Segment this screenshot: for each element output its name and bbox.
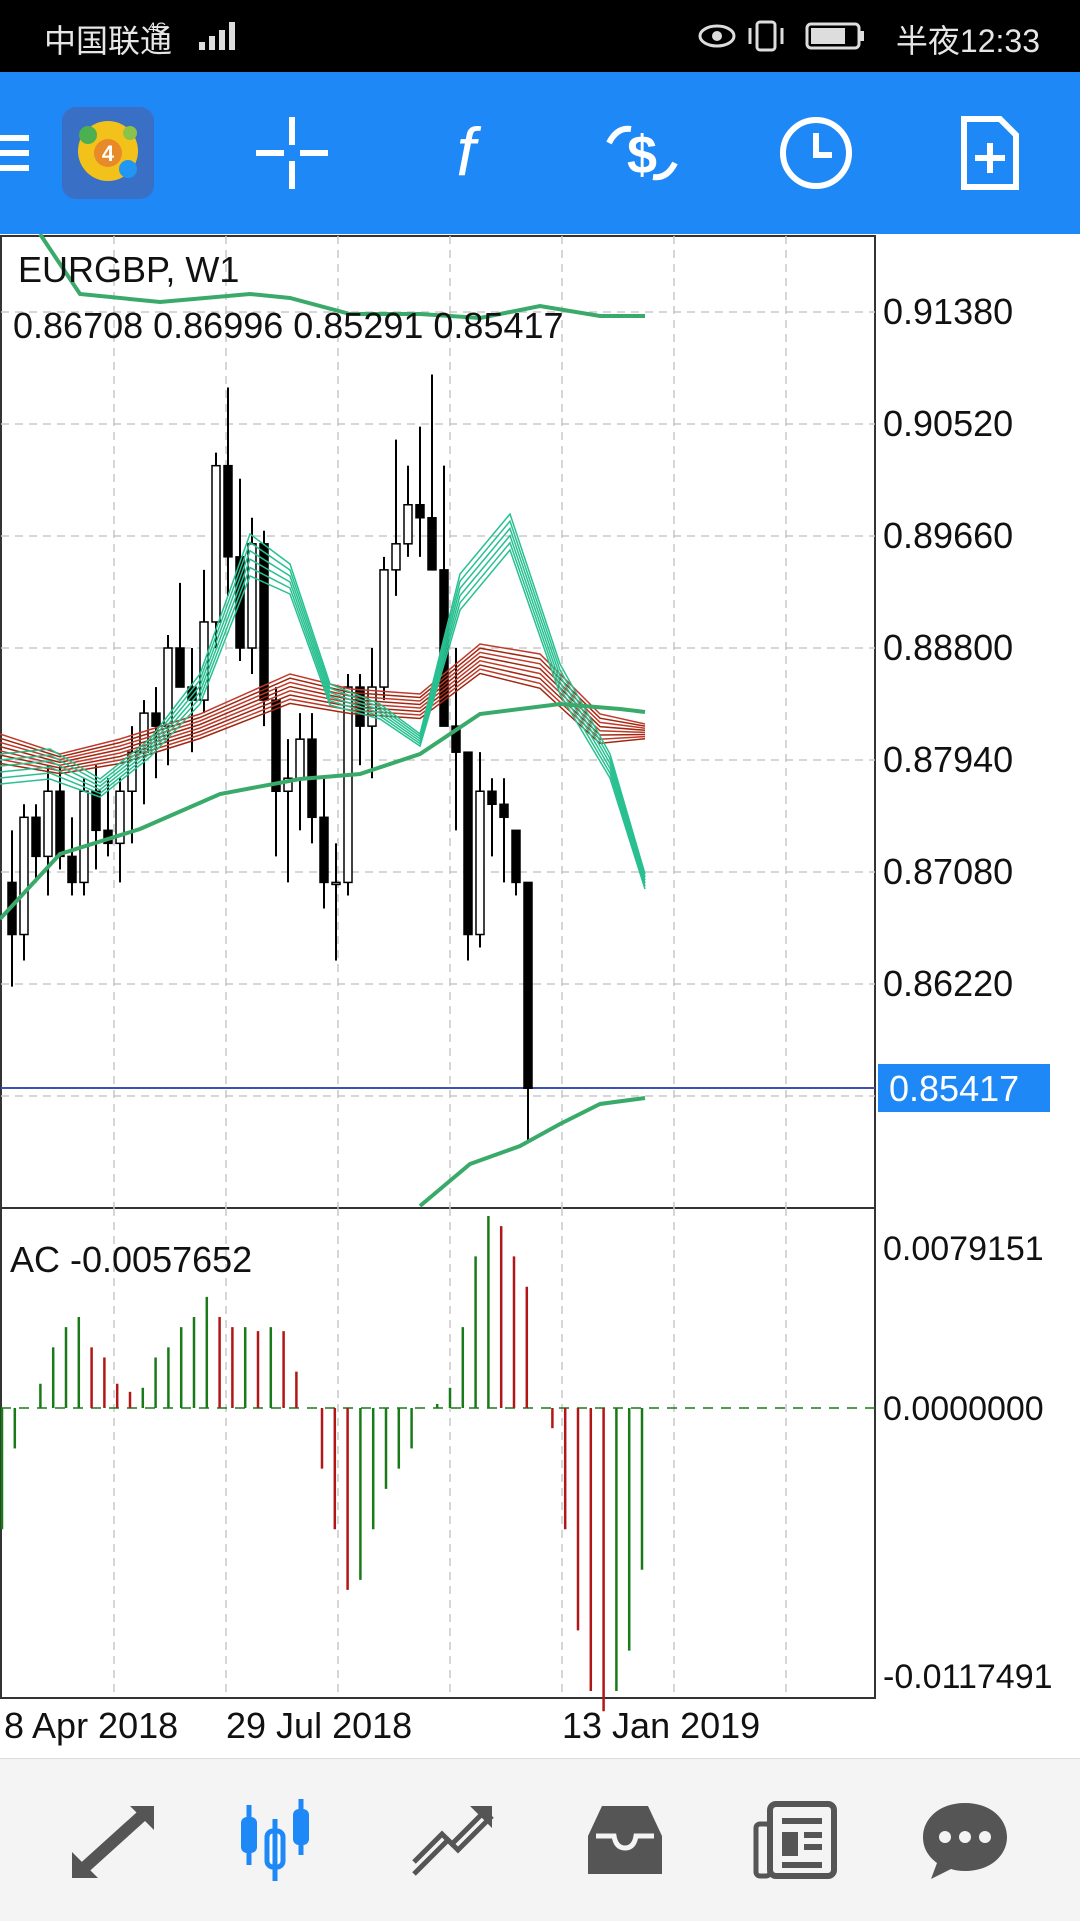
candle-body xyxy=(187,686,197,701)
fast-ma-line xyxy=(0,534,646,884)
candle-body xyxy=(391,543,401,571)
clock-icon[interactable] xyxy=(756,72,876,234)
indicator-axis-label: -0.0117491 xyxy=(883,1658,1053,1696)
quotes-icon[interactable] xyxy=(48,1759,178,1921)
candle-body xyxy=(223,464,233,558)
crosshair-icon[interactable] xyxy=(232,72,352,234)
candle-body xyxy=(427,517,437,571)
slow-ma-line xyxy=(0,672,646,775)
candle-body xyxy=(379,569,389,688)
eye-icon xyxy=(698,24,736,48)
candle-body xyxy=(511,829,521,884)
candle-body xyxy=(163,647,173,727)
candle-body xyxy=(463,751,473,936)
chart-icon[interactable] xyxy=(218,1759,348,1921)
svg-text:4: 4 xyxy=(102,141,115,166)
indicator-axis-label: 0.0000000 xyxy=(883,1390,1044,1428)
candle-body xyxy=(211,464,221,623)
candle-body xyxy=(403,503,413,545)
price-axis-label: 0.87940 xyxy=(883,739,1013,780)
network-type: 4G xyxy=(148,19,167,35)
price-axis-label: 0.86220 xyxy=(883,963,1013,1004)
candle-body xyxy=(283,777,293,793)
candle-body xyxy=(343,686,353,884)
menu-icon[interactable] xyxy=(0,72,60,234)
new-order-icon[interactable] xyxy=(930,72,1050,234)
candle-body xyxy=(475,790,485,936)
candle-body xyxy=(331,881,341,886)
candle-body xyxy=(115,790,125,845)
vibrate-icon xyxy=(748,20,784,52)
candle-body xyxy=(79,790,89,884)
candle-body xyxy=(43,790,53,858)
chat-icon[interactable] xyxy=(900,1759,1030,1921)
price-axis-label: 0.88800 xyxy=(883,627,1013,668)
candle-body xyxy=(67,855,77,884)
status-icons xyxy=(698,20,864,52)
fast-ma-line xyxy=(0,512,646,875)
candle-body xyxy=(487,790,497,806)
price-axis-label: 0.89660 xyxy=(883,515,1013,556)
indicators-f-icon[interactable]: f xyxy=(406,72,526,234)
clock-time: 半夜12:33 xyxy=(895,23,1040,59)
bottom-navigation xyxy=(0,1758,1080,1921)
indicator-panel-frame xyxy=(0,1207,876,1699)
mt4-logo[interactable]: 4 xyxy=(48,72,168,234)
date-axis-label: 29 Jul 2018 xyxy=(226,1705,412,1746)
indicator-axis-label: 0.0079151 xyxy=(883,1230,1044,1268)
candle-body xyxy=(151,712,161,727)
date-axis-label: 13 Jan 2019 xyxy=(562,1705,760,1746)
band-upper xyxy=(38,232,645,321)
battery-icon xyxy=(805,22,864,50)
candle-body xyxy=(19,816,29,936)
svg-text:f: f xyxy=(457,114,482,190)
candle-body xyxy=(55,790,65,858)
news-icon[interactable] xyxy=(732,1759,862,1921)
carrier-name: 中国联通 xyxy=(44,23,173,59)
top-toolbar: 4 f $ xyxy=(0,72,1080,234)
band-lower xyxy=(418,1096,646,1208)
indicator-label: AC -0.0057652 xyxy=(10,1239,252,1280)
fast-ma-line xyxy=(0,541,646,887)
signal-icon xyxy=(199,22,235,50)
price-axis-label: 0.90520 xyxy=(883,403,1013,444)
candle-body xyxy=(499,803,509,819)
candle-body xyxy=(271,699,281,793)
current-price-tag xyxy=(878,1064,1050,1112)
candle-body xyxy=(319,816,329,884)
price-axis-label: 0.91380 xyxy=(883,291,1013,332)
band-middle xyxy=(0,701,646,921)
svg-text:$: $ xyxy=(627,125,657,185)
ohlc-label: 0.86708 0.86996 0.85291 0.85417 xyxy=(13,305,564,346)
price-chart[interactable]: 0.91380 0.90520 0.89660 0.88800 0.87940 0.870… xyxy=(0,232,1080,1758)
symbol-label: EURGBP, W1 xyxy=(18,249,239,290)
fast-ma-line xyxy=(0,548,646,890)
candle-body xyxy=(415,503,425,519)
date-axis-label: 8 Apr 2018 xyxy=(4,1705,178,1746)
fast-ma-line xyxy=(0,519,646,878)
candle-body xyxy=(523,881,533,1089)
price-axis-label: 0.87080 xyxy=(883,851,1013,892)
candle-body xyxy=(175,647,185,688)
price-panel-frame xyxy=(0,235,876,1209)
candle-body xyxy=(451,725,461,753)
current-price-label: 0.85417 xyxy=(889,1068,1019,1109)
history-icon[interactable] xyxy=(560,1759,690,1921)
trade-dollar-icon[interactable]: $ xyxy=(582,72,702,234)
fast-ma-line xyxy=(0,526,646,881)
chart-area[interactable]: 0.91380 0.90520 0.89660 0.88800 0.87940 0.870… xyxy=(0,232,1080,1758)
trade-icon[interactable] xyxy=(388,1759,518,1921)
candle-body xyxy=(295,738,305,779)
candle-body xyxy=(31,816,41,858)
status-bar: 中国联通 4G 半夜12:33 xyxy=(0,0,1080,72)
